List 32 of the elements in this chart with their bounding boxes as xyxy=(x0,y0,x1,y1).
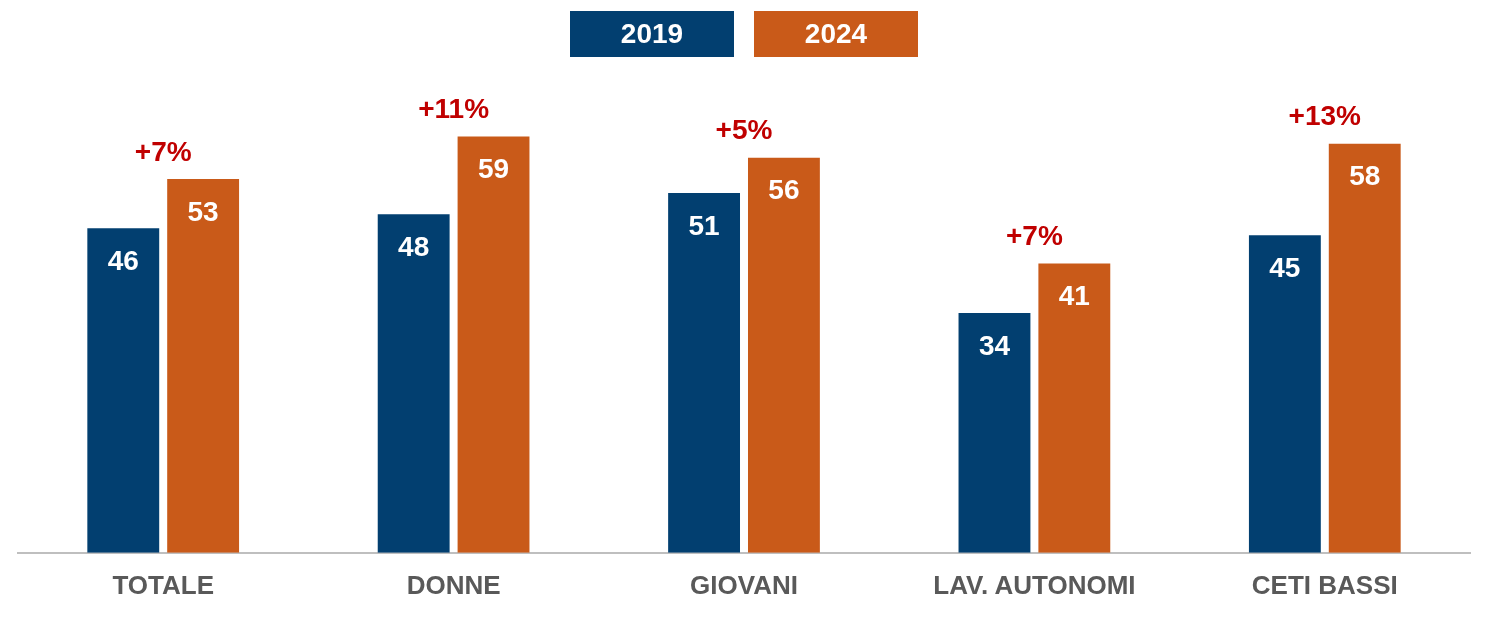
text: 2024 xyxy=(754,11,918,57)
text: 2019 xyxy=(570,11,734,57)
data-label: 45 xyxy=(1269,252,1301,284)
bar xyxy=(668,193,741,553)
x-tick-label: GIOVANI xyxy=(690,569,798,600)
annotation: +11% xyxy=(418,93,490,125)
annotation: +7% xyxy=(134,135,192,167)
data-label: 56 xyxy=(768,174,800,206)
bar xyxy=(377,214,450,553)
x-tick-label: DONNE xyxy=(406,569,501,600)
bar xyxy=(167,178,240,553)
bar xyxy=(457,136,530,553)
bar xyxy=(1248,235,1321,553)
bar xyxy=(87,228,160,553)
annotation: +7% xyxy=(1005,220,1063,252)
annotation: +5% xyxy=(715,114,773,146)
data-label: 53 xyxy=(187,195,219,227)
x-tick-label: LAV. AUTONOMI xyxy=(933,569,1136,600)
bar xyxy=(1038,263,1111,553)
annotation: +13% xyxy=(1288,100,1362,132)
data-label: 34 xyxy=(978,329,1011,361)
bar xyxy=(958,312,1031,553)
bar xyxy=(747,157,820,553)
data-label: 59 xyxy=(477,153,510,185)
data-label: 46 xyxy=(107,245,139,277)
data-label: 58 xyxy=(1349,160,1381,192)
bar xyxy=(1328,143,1401,553)
x-tick-label: CETI BASSI xyxy=(1251,569,1398,600)
x-tick-label: TOTALE xyxy=(112,569,214,600)
data-label: 51 xyxy=(688,209,720,241)
data-label: 41 xyxy=(1058,280,1090,312)
data-label: 48 xyxy=(398,230,430,262)
